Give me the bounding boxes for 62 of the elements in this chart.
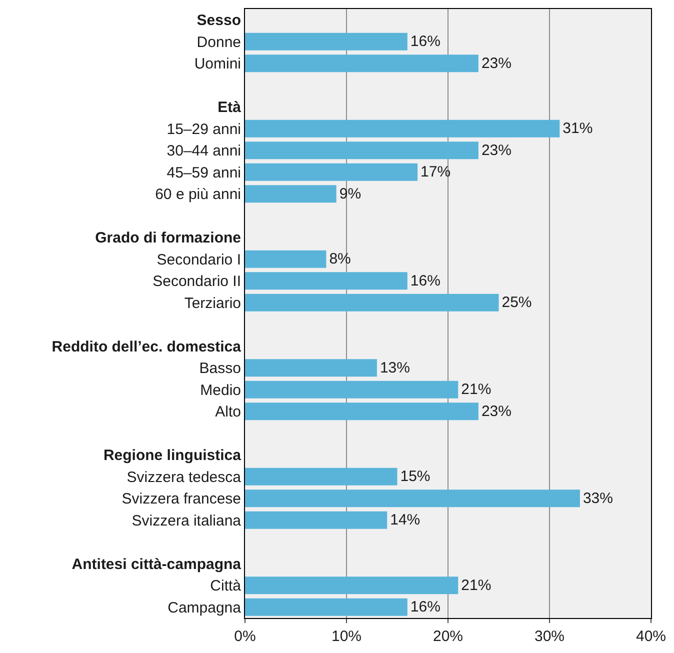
bar	[245, 163, 418, 181]
y-tick-label: Svizzera francese	[122, 490, 241, 508]
data-label: 25%	[502, 294, 532, 312]
data-label: 16%	[410, 33, 440, 50]
bar	[245, 272, 408, 290]
bar	[245, 490, 580, 508]
y-tick-label: 60 e più anni	[155, 186, 241, 204]
data-label: 9%	[339, 185, 362, 202]
y-tick-label: 15–29 anni	[166, 120, 241, 138]
bar	[245, 120, 560, 138]
x-tick-label: 10%	[331, 628, 362, 645]
y-tick-label: Regione linguistica	[103, 447, 242, 464]
y-tick-label: 30–44 anni	[166, 142, 241, 160]
data-label: 15%	[400, 468, 430, 486]
data-label: 13%	[380, 359, 410, 376]
data-label: 21%	[461, 381, 492, 398]
y-tick-label: 45–59 anni	[166, 164, 241, 182]
bar	[245, 359, 377, 377]
y-tick-label: Antitesi città-campagna	[72, 556, 242, 573]
y-tick-label: Reddito dell’ec. domestica	[52, 338, 242, 356]
data-label: 23%	[481, 142, 512, 159]
y-tick-label: Campagna	[168, 599, 242, 616]
bar	[245, 185, 336, 203]
x-tick-label: 0%	[234, 628, 256, 645]
data-label: 16%	[410, 598, 440, 616]
y-tick-label: Uomini	[194, 56, 241, 73]
y-tick-label: Svizzera italiana	[132, 512, 242, 530]
data-label: 8%	[329, 250, 351, 268]
y-tick-label: Sesso	[196, 12, 241, 30]
data-label: 31%	[562, 120, 593, 138]
y-tick-label: Medio	[200, 382, 241, 399]
y-tick-label: Donne	[196, 34, 241, 51]
data-label: 16%	[410, 272, 440, 290]
data-label: 21%	[461, 576, 492, 594]
y-tick-label: Alto	[215, 404, 241, 421]
data-label: 23%	[481, 402, 512, 420]
bar	[245, 250, 326, 268]
data-label: 17%	[420, 164, 451, 181]
bar	[245, 576, 458, 594]
data-label: 33%	[582, 490, 613, 507]
bar	[245, 598, 408, 616]
y-tick-label: Secondario II	[152, 273, 241, 290]
y-tick-label: Secondario I	[156, 251, 241, 268]
y-tick-label: Grado di formazione	[95, 230, 241, 247]
y-tick-label: Città	[210, 578, 242, 595]
bar	[245, 380, 458, 398]
bar	[245, 294, 499, 312]
bar	[245, 511, 388, 529]
bar	[245, 32, 408, 50]
y-tick-label: Basso	[199, 360, 241, 378]
data-label: 14%	[390, 512, 420, 529]
bar	[245, 54, 478, 72]
bar	[245, 402, 478, 420]
x-tick-label: 30%	[534, 628, 565, 645]
y-tick-label: Svizzera tedesca	[126, 468, 242, 486]
bar	[245, 468, 398, 486]
data-label: 23%	[481, 54, 512, 72]
x-tick-label: 40%	[636, 628, 666, 645]
x-tick-label: 20%	[432, 628, 464, 645]
y-tick-label: Terziario	[184, 294, 241, 312]
bar	[245, 142, 478, 160]
y-tick-label: Età	[218, 99, 242, 116]
